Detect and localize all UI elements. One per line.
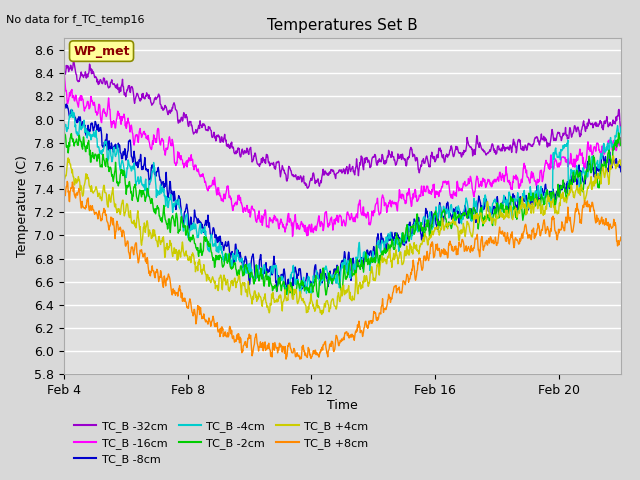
Y-axis label: Temperature (C): Temperature (C) <box>16 156 29 257</box>
X-axis label: Time: Time <box>327 398 358 411</box>
Text: No data for f_TC_temp16: No data for f_TC_temp16 <box>6 14 145 25</box>
Text: WP_met: WP_met <box>73 45 130 58</box>
Title: Temperatures Set B: Temperatures Set B <box>267 18 418 33</box>
Legend: TC_B -32cm, TC_B -16cm, TC_B -8cm, TC_B -4cm, TC_B -2cm, TC_B +4cm, TC_B +8cm: TC_B -32cm, TC_B -16cm, TC_B -8cm, TC_B … <box>70 417 372 469</box>
